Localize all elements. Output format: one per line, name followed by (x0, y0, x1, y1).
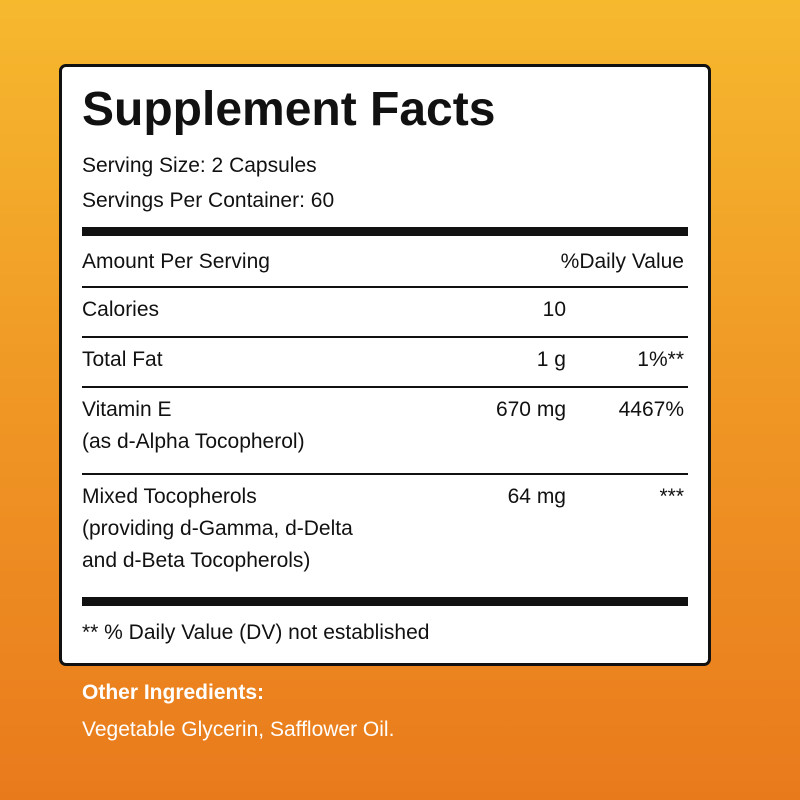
row-dv: 1%** (637, 348, 684, 371)
servings-per-container: Servings Per Container: 60 (82, 189, 335, 212)
thin-rule (82, 386, 688, 388)
row-name: Calories (82, 298, 160, 321)
thin-rule (82, 336, 688, 338)
serving-size: Serving Size: 2 Capsules (82, 154, 317, 177)
thick-rule (82, 597, 688, 606)
header-dv: %Daily Value (560, 250, 684, 273)
row-name: and d-Beta Tocopherols) (82, 549, 311, 572)
row-name: (as d-Alpha Tocopherol) (82, 430, 305, 453)
other-ingredients-text: Vegetable Glycerin, Safflower Oil. (82, 718, 395, 741)
row-dv: *** (659, 485, 684, 508)
thin-rule (82, 473, 688, 475)
row-name: (providing d-Gamma, d-Delta (82, 517, 353, 540)
row-amount: 64 mg (507, 485, 566, 508)
row-amount: 670 mg (495, 398, 566, 421)
row-name: Vitamin E (82, 398, 172, 421)
footnote: ** % Daily Value (DV) not established (82, 621, 430, 644)
row-dv: 4467% (618, 398, 684, 421)
row-amount: 1 g (536, 348, 566, 371)
header-amount: Amount Per Serving (82, 250, 270, 273)
row-name: Total Fat (82, 348, 163, 371)
row-name: Mixed Tocopherols (82, 485, 257, 508)
other-ingredients-title: Other Ingredients: (82, 681, 265, 704)
title: Supplement Facts (82, 83, 496, 136)
facts-panel (59, 64, 711, 666)
thick-rule (82, 227, 688, 236)
row-amount: 10 (542, 298, 566, 321)
thin-rule (82, 286, 688, 288)
